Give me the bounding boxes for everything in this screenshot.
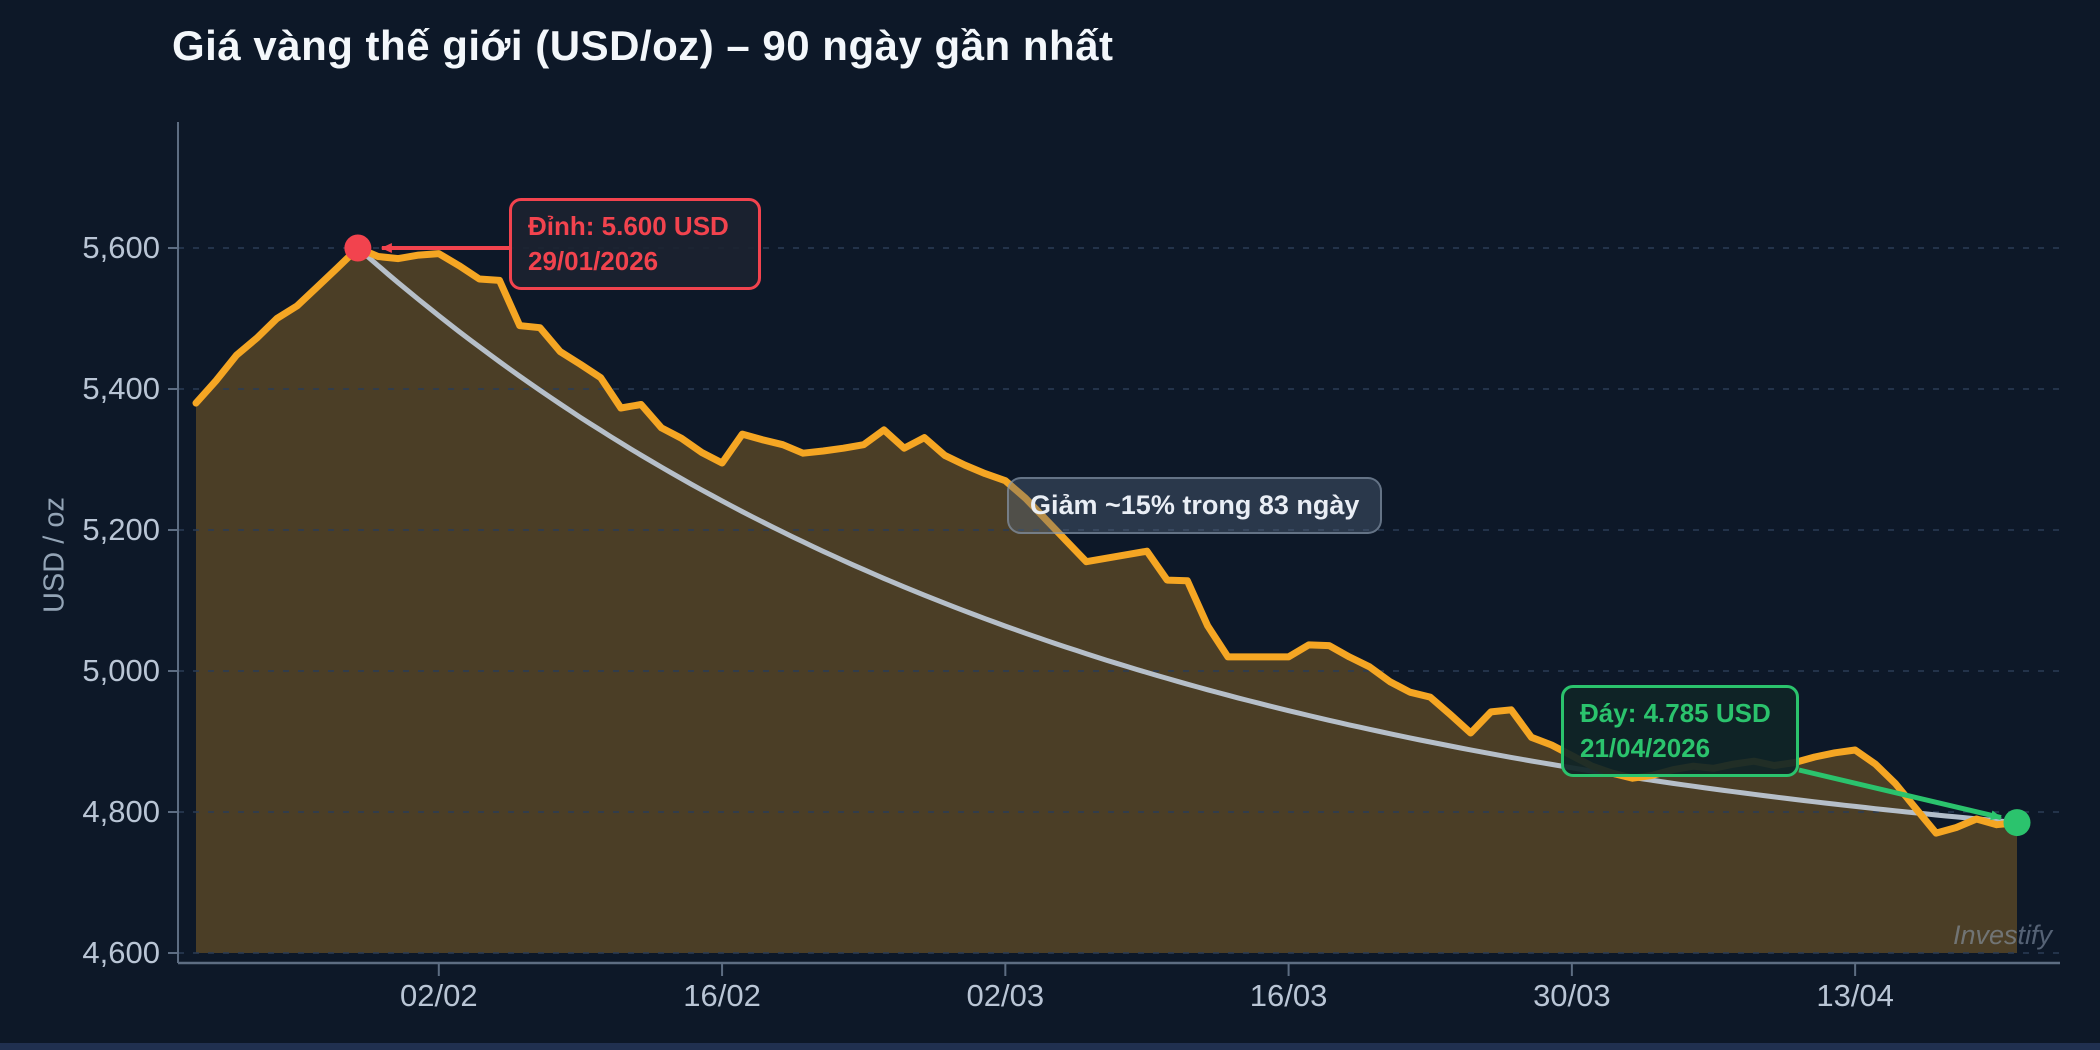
peak-annotation-date: 29/01/2026 bbox=[528, 246, 659, 276]
bottom-annotation-date: 21/04/2026 bbox=[1580, 733, 1711, 763]
footer-strip bbox=[0, 1043, 2100, 1050]
y-tick-label: 5,400 bbox=[82, 371, 160, 406]
x-tick-label: 30/03 bbox=[1533, 978, 1611, 1013]
trend-line bbox=[355, 245, 2020, 826]
x-tick-label: 16/03 bbox=[1250, 978, 1328, 1013]
x-tick-label: 13/04 bbox=[1816, 978, 1894, 1013]
y-tick-label: 5,200 bbox=[82, 512, 160, 547]
y-tick-label: 4,600 bbox=[82, 935, 160, 970]
x-tick-label: 02/02 bbox=[400, 978, 478, 1013]
peak-annotation-label: Đỉnh: 5.600 USD bbox=[528, 211, 729, 241]
bottom-annotation-label: Đáy: 4.785 USD bbox=[1580, 698, 1771, 728]
change-annotation-pill: Giảm ~15% trong 83 ngày bbox=[1007, 477, 1383, 534]
watermark: Investify bbox=[1953, 920, 2053, 950]
bottom-annotation-box: Đáy: 4.785 USD 21/04/2026 bbox=[1561, 685, 1799, 777]
peak-dot bbox=[344, 234, 372, 262]
bottom-leader-arrow bbox=[1798, 767, 2002, 821]
peak-annotation-box: Đỉnh: 5.600 USD 29/01/2026 bbox=[509, 198, 761, 290]
page-title: Giá vàng thế giới (USD/oz) – 90 ngày gần… bbox=[172, 22, 1114, 69]
y-tick-label: 5,600 bbox=[82, 230, 160, 265]
bottom-dot bbox=[2003, 809, 2031, 837]
x-tick-label: 02/03 bbox=[967, 978, 1045, 1013]
price-area bbox=[196, 248, 2017, 953]
x-tick-label: 16/02 bbox=[683, 978, 761, 1013]
y-tick-label: 5,000 bbox=[82, 653, 160, 688]
y-tick-label: 4,800 bbox=[82, 794, 160, 829]
